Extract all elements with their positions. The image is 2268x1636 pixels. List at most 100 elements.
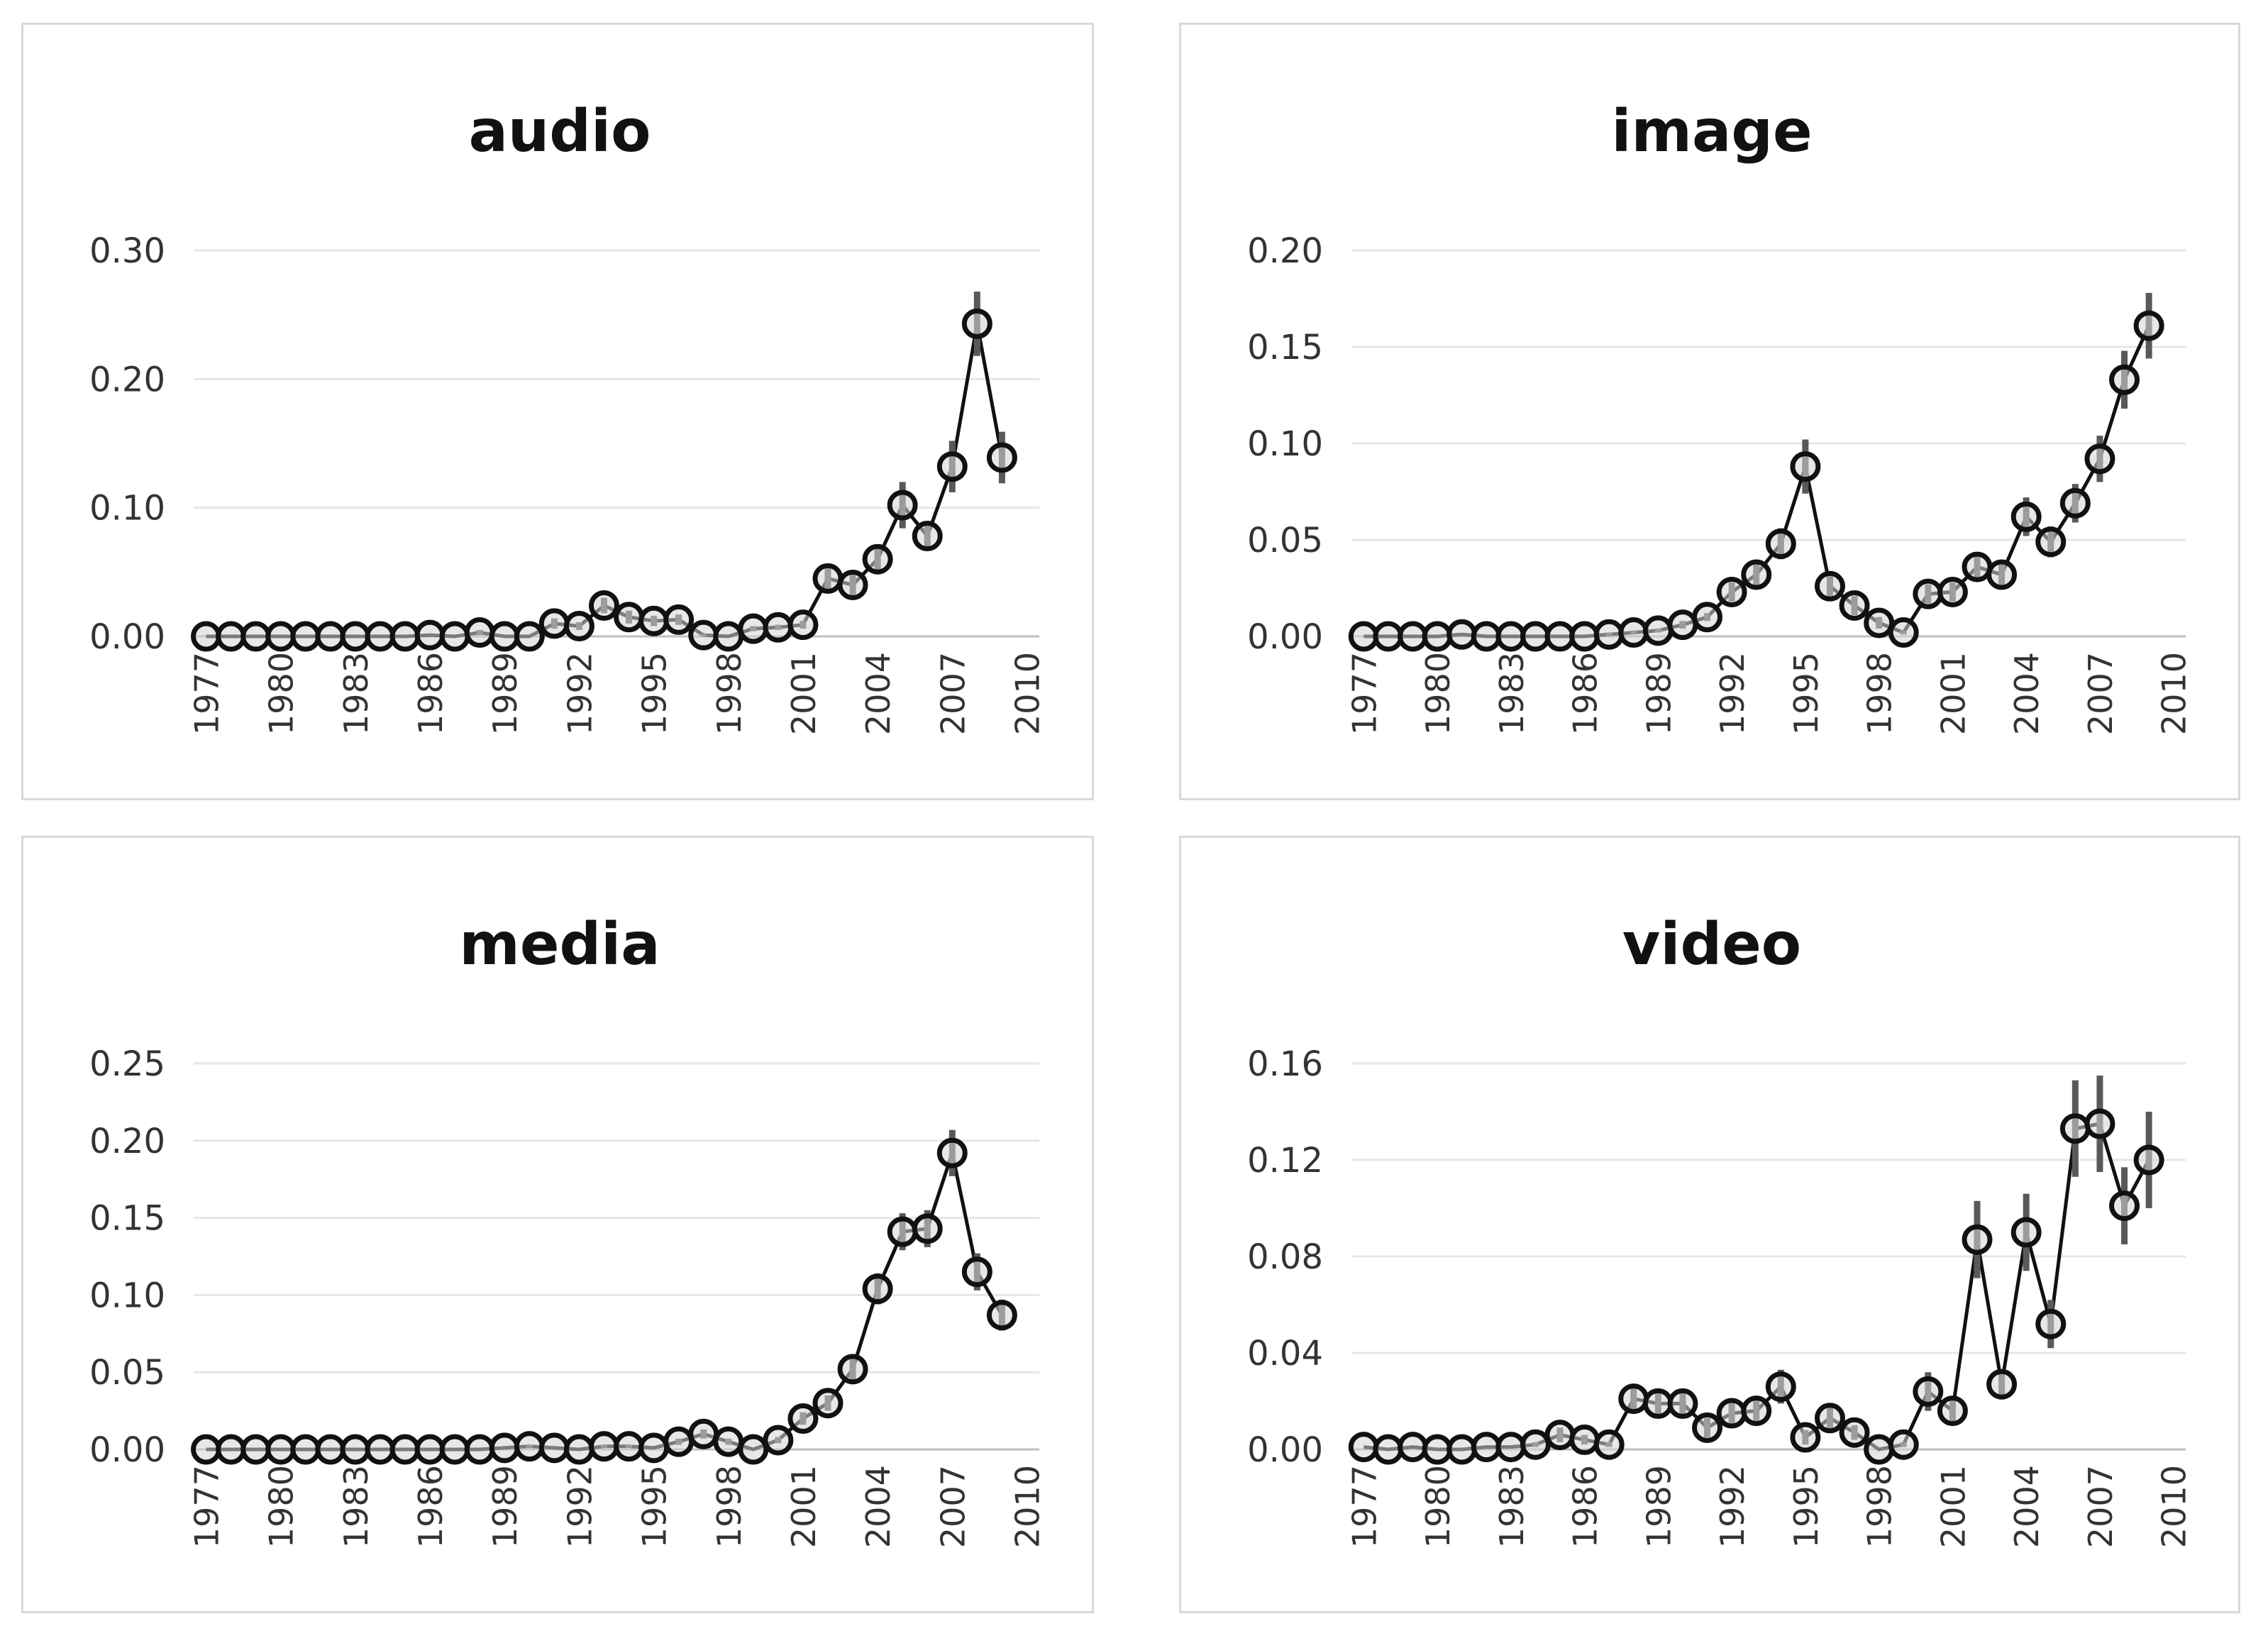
- chart-image: image 0.00 0.05 0.10 0.15 0.20 1977 1980 1983 198…: [1247, 98, 2194, 735]
- x-tick-label: 2010: [2155, 1465, 2194, 1548]
- data-point: [787, 1403, 819, 1434]
- data-point: [414, 1434, 446, 1465]
- x-tick-label: 1986: [411, 1465, 450, 1548]
- data-point: [1422, 621, 1453, 652]
- data-point: [912, 1213, 943, 1244]
- data-point: [1471, 1432, 1502, 1463]
- data-point: [2133, 310, 2164, 341]
- x-tick-label: 2004: [2008, 652, 2046, 735]
- x-tick-label: 2001: [1934, 652, 1972, 735]
- data-point: [1741, 1395, 1772, 1427]
- data-point: [812, 1388, 843, 1419]
- data-point: [2133, 1144, 2164, 1176]
- data-point: [1422, 1434, 1453, 1465]
- data-point: [663, 1426, 695, 1457]
- data-point: [538, 608, 570, 639]
- data-point: [290, 621, 321, 652]
- data-point: [1888, 617, 1919, 648]
- x-tick-label: 1983: [337, 1465, 375, 1548]
- chart-title: image: [1611, 98, 1812, 165]
- data-point: [1569, 1424, 1600, 1455]
- data-point: [738, 1434, 769, 1465]
- data-point: [265, 621, 297, 652]
- y-tick-label: 0.16: [1247, 1044, 1323, 1084]
- data-point: [763, 612, 794, 643]
- x-tick-label: 1977: [1345, 1465, 1383, 1548]
- x-tick-label: 1980: [1419, 1465, 1457, 1548]
- data-point: [887, 490, 918, 521]
- data-point: [464, 1434, 495, 1465]
- chart-panel-video: video 0.00 0.04 0.08 0.12 0.16 1977 1980 1983 198…: [1179, 836, 2240, 1613]
- data-point: [439, 621, 470, 652]
- data-point: [2109, 364, 2140, 395]
- x-tick-label: 2007: [2081, 1465, 2120, 1548]
- data-point: [638, 1432, 670, 1464]
- data-point: [240, 1434, 272, 1465]
- x-tick-label: 2007: [934, 652, 972, 735]
- x-tick-label: 1992: [1713, 1465, 1752, 1548]
- x-tick-label: 1983: [1493, 652, 1531, 735]
- data-point: [2010, 501, 2042, 532]
- data-point: [1937, 576, 1968, 607]
- data-point: [1520, 621, 1551, 652]
- x-tick-label: 2001: [1934, 1465, 1972, 1548]
- y-tick-label: 0.10: [1247, 424, 1323, 464]
- chart-panel-media: media 0.00 0.05 0.10 0.15 0.20 0.25 1977 1980 198…: [21, 836, 1094, 1613]
- data-point: [340, 1434, 371, 1465]
- chart-audio: audio 0.00 0.10 0.20 0.30 1977 1980 1983 1986 198…: [89, 98, 1046, 735]
- data-point: [1495, 1432, 1527, 1463]
- data-point: [1373, 621, 1404, 652]
- data-point: [514, 621, 545, 652]
- data-point: [414, 619, 446, 651]
- y-tick-label: 0.08: [1247, 1237, 1323, 1277]
- x-tick-label: 1995: [1787, 652, 1825, 735]
- data-point: [1864, 607, 1895, 639]
- data-point: [1446, 619, 1478, 650]
- data-point: [588, 590, 619, 621]
- x-tick-label: 1995: [636, 652, 674, 735]
- data-point: [1593, 1429, 1625, 1460]
- data-point: [763, 1425, 794, 1456]
- series-line: [206, 323, 1004, 639]
- x-tick-label: 1977: [188, 652, 226, 735]
- chart-title: video: [1622, 911, 1801, 978]
- data-point: [1471, 621, 1502, 652]
- data-point: [862, 543, 893, 575]
- x-tick-label: 1977: [1345, 652, 1383, 735]
- data-point: [1593, 619, 1625, 650]
- y-tick-label: 0.25: [89, 1044, 165, 1084]
- chart-panel-audio: audio 0.00 0.10 0.20 0.30 1977 1980 1983 1986 198…: [21, 23, 1094, 800]
- x-tick-label: 1995: [1787, 1465, 1825, 1548]
- data-point: [315, 1434, 346, 1465]
- data-point: [1765, 528, 1796, 559]
- data-point: [812, 563, 843, 594]
- data-point: [1913, 1376, 1944, 1407]
- y-tick-label: 0.00: [89, 1430, 165, 1470]
- data-point: [961, 1256, 992, 1288]
- x-tick-label: 2007: [934, 1465, 972, 1548]
- data-point: [1937, 1395, 1968, 1427]
- data-point: [389, 621, 421, 652]
- data-point: [1790, 1422, 1821, 1453]
- x-tick-label: 1977: [188, 1465, 226, 1548]
- data-point: [240, 621, 272, 652]
- data-point: [936, 1137, 968, 1168]
- data-point: [713, 1426, 744, 1457]
- x-tick-label: 2010: [1008, 652, 1046, 735]
- data-point: [365, 621, 396, 652]
- y-tick-label: 0.15: [89, 1199, 165, 1239]
- data-point: [514, 1431, 545, 1462]
- data-point: [2010, 1217, 2042, 1248]
- data-point: [1716, 1398, 1747, 1429]
- y-tick-label: 0.05: [89, 1353, 165, 1393]
- data-point: [1962, 551, 1993, 582]
- data-point: [1397, 1432, 1428, 1463]
- x-tick-label: 2004: [859, 1465, 897, 1548]
- data-point: [2084, 1108, 2115, 1139]
- data-point: [1839, 1417, 1870, 1448]
- x-tick-label: 1986: [1566, 1465, 1605, 1548]
- data-point: [1667, 1388, 1698, 1419]
- data-point: [1373, 1434, 1404, 1465]
- data-point: [489, 1432, 520, 1464]
- x-tick-label: 1992: [560, 652, 599, 735]
